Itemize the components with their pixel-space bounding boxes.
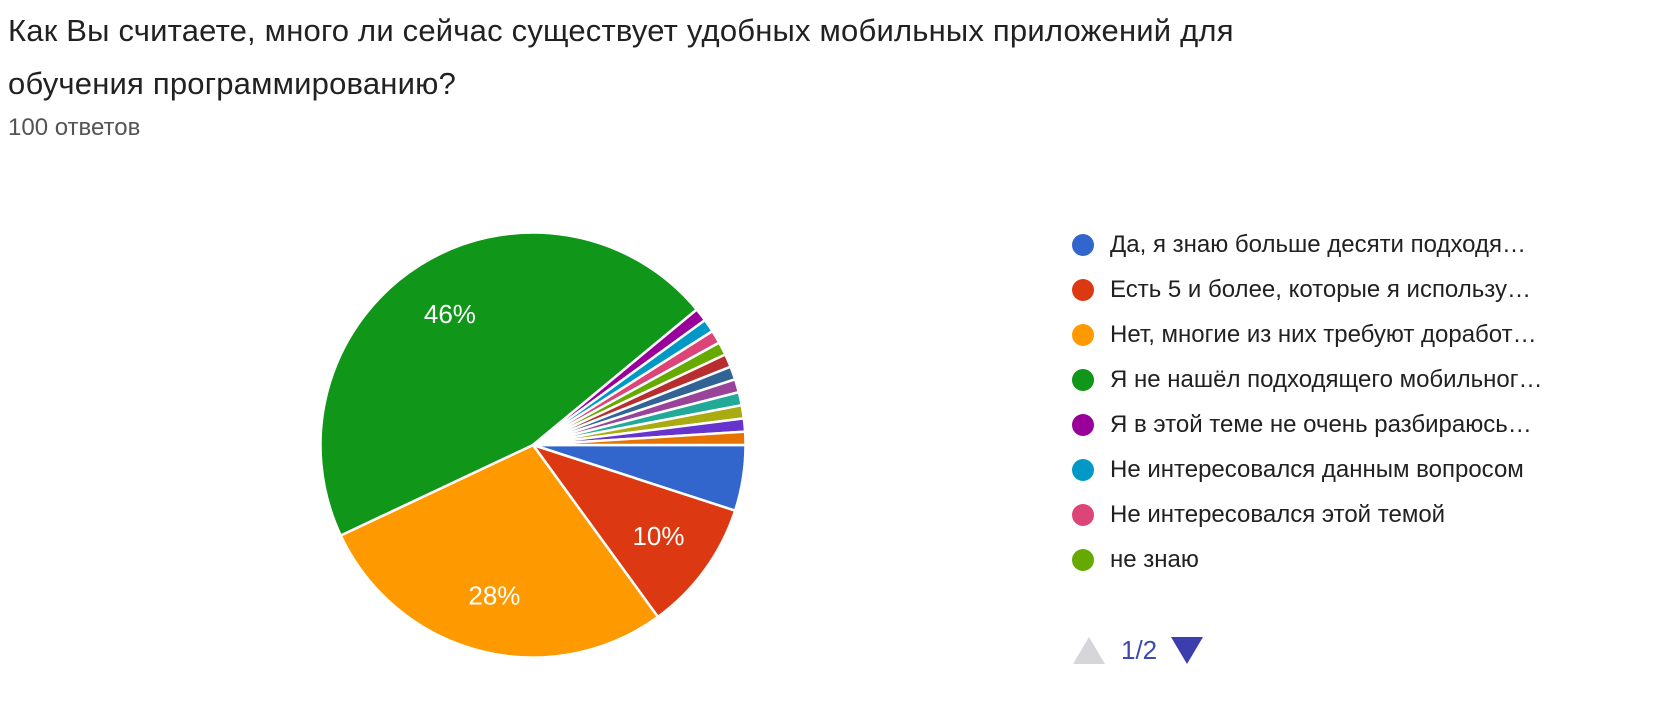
pie-slice[interactable] xyxy=(529,442,737,619)
legend-dot-icon xyxy=(1072,369,1094,391)
legend-pagination: 1/2 xyxy=(1073,634,1204,666)
chart-legend: Да, я знаю больше десяти подходя… Есть 5 … xyxy=(1072,231,1543,573)
legend-item: Не интересовался данным вопросом xyxy=(1072,456,1542,483)
legend-dot-icon xyxy=(1072,324,1094,346)
legend-item-label: Не интересовался данным вопросом xyxy=(1110,456,1524,483)
legend-item-label: Я в этой теме не очень разбираюсь… xyxy=(1110,411,1532,438)
legend-item: не знаю xyxy=(1072,546,1542,573)
pie-slice[interactable] xyxy=(532,430,747,447)
legend-item-label: Есть 5 и более, которые я использу… xyxy=(1110,276,1531,303)
pie-slice-percent-label: 10% xyxy=(632,521,684,551)
legend-item: Я в этой теме не очень разбираюсь… xyxy=(1072,411,1542,438)
responses-count: 100 ответов xyxy=(8,114,141,141)
legend-item-label: Да, я знаю больше десяти подходя… xyxy=(1110,231,1527,258)
question-title: Как Вы считаете, много ли сейчас существ… xyxy=(8,4,1234,110)
pie-chart-svg: 10% 28% 46% xyxy=(319,231,747,659)
legend-prev-page-button[interactable] xyxy=(1073,636,1105,664)
pie-slice[interactable] xyxy=(339,443,660,659)
legend-dot-icon xyxy=(1072,414,1094,436)
legend-dot-icon xyxy=(1072,279,1094,301)
legend-item: Нет, многие из них требуют доработ… xyxy=(1072,321,1542,348)
legend-dot-icon xyxy=(1072,459,1094,481)
legend-item-label: Я не нашёл подходящего мобильног… xyxy=(1110,366,1543,393)
pie-slice-percent-label: 46% xyxy=(424,299,476,329)
legend-item: Есть 5 и более, которые я использу… xyxy=(1072,276,1542,303)
legend-dot-icon xyxy=(1072,549,1094,571)
legend-item: Да, я знаю больше десяти подходя… xyxy=(1072,231,1542,258)
pie-chart: 10% 28% 46% xyxy=(318,230,748,660)
triangle-down-icon xyxy=(1171,636,1204,664)
legend-page-indicator: 1/2 xyxy=(1121,634,1158,665)
question-title-line-2: обучения программированию? xyxy=(8,66,457,101)
legend-next-page-button[interactable] xyxy=(1171,636,1204,664)
legend-item-label: Не интересовался этой темой xyxy=(1110,501,1446,528)
legend-item-label: Нет, многие из них требуют доработ… xyxy=(1110,321,1537,348)
pie-slice-percent-label: 28% xyxy=(468,580,520,610)
triangle-up-icon xyxy=(1073,636,1105,664)
legend-item-label: не знаю xyxy=(1110,546,1199,573)
legend-item: Не интересовался этой темой xyxy=(1072,501,1542,528)
legend-dot-icon xyxy=(1072,234,1094,256)
legend-dot-icon xyxy=(1072,504,1094,526)
pie-slice[interactable] xyxy=(319,231,699,538)
question-title-line-1: Как Вы считаете, много ли сейчас существ… xyxy=(8,13,1234,48)
legend-item: Я не нашёл подходящего мобильног… xyxy=(1072,366,1543,393)
